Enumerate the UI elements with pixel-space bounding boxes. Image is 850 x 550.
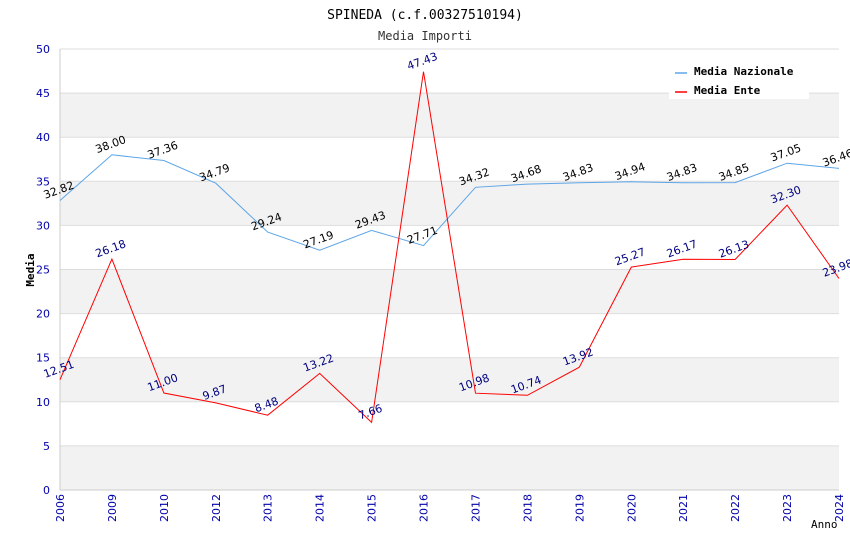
legend-label-media-nazionale: Media Nazionale [694, 65, 794, 78]
x-axis-label: Anno [811, 518, 838, 531]
grid-band [60, 357, 839, 402]
y-tick-labels: 0 5 10 15 20 25 30 35 40 45 50 [36, 43, 50, 497]
data-label-media-nazionale: 37.36 [146, 139, 180, 162]
legend-label-media-ente: Media Ente [694, 84, 761, 97]
y-axis-label: Media [24, 253, 37, 286]
y-tick-label: 35 [36, 175, 50, 188]
x-tick-label: 2024 [833, 494, 846, 522]
data-label-media-nazionale: 37.05 [769, 141, 803, 164]
x-tick-label: 2012 [210, 494, 223, 522]
data-label-media-ente: 26.13 [717, 238, 751, 261]
axes [59, 49, 839, 491]
y-tick-label: 50 [36, 43, 50, 56]
x-tick-label: 2009 [106, 494, 119, 522]
x-tick-label: 2020 [625, 494, 638, 522]
grid-band [60, 445, 839, 490]
chart-title: SPINEDA (c.f.00327510194) [327, 8, 523, 23]
data-label-media-nazionale: 34.83 [665, 161, 699, 184]
background-bands [60, 93, 839, 490]
y-tick-label: 45 [36, 87, 50, 100]
x-tick-label: 2015 [366, 494, 379, 522]
x-tick-label: 2023 [781, 494, 794, 522]
x-tick-label: 2021 [677, 494, 690, 522]
data-label-media-ente: 47.43 [405, 50, 439, 73]
data-label-media-ente: 7.66 [357, 402, 384, 423]
data-label-media-nazionale: 34.85 [717, 161, 751, 184]
data-label-media-nazionale: 34.94 [613, 160, 647, 183]
x-tick-label: 2022 [729, 494, 742, 522]
x-tick-label: 2019 [573, 494, 586, 522]
y-tick-label: 30 [36, 219, 50, 232]
series-line-media-ente [59, 71, 840, 424]
y-tick-label: 40 [36, 131, 50, 144]
x-tick-label: 2018 [521, 494, 534, 522]
grid-band [60, 181, 839, 226]
x-tick-label: 2013 [262, 494, 275, 522]
data-label-media-ente: 25.27 [613, 245, 647, 268]
data-label-media-nazionale: 34.83 [561, 161, 595, 184]
y-tick-label: 25 [36, 264, 50, 277]
data-label-media-nazionale: 27.19 [301, 228, 335, 251]
x-tick-label: 2006 [54, 494, 67, 522]
grid-band [60, 93, 839, 138]
y-tick-label: 10 [36, 396, 50, 409]
x-tick-label: 2010 [158, 494, 171, 522]
x-tick-labels: 2006 2009 2010 2012 2013 2014 2015 2016 2017 2018… [54, 494, 846, 522]
data-label-media-ente: 26.17 [665, 237, 699, 260]
y-tick-label: 20 [36, 308, 50, 321]
series-lines [59, 71, 840, 424]
x-tick-label: 2016 [418, 494, 431, 522]
data-label-media-nazionale: 36.46 [821, 147, 850, 170]
y-tick-label: 5 [43, 440, 50, 453]
data-label-media-ente: 26.18 [94, 237, 128, 260]
x-tick-label: 2014 [314, 494, 327, 522]
y-tick-label: 0 [43, 484, 50, 497]
x-tick-label: 2017 [469, 494, 482, 522]
chart-subtitle: Media Importi [378, 29, 472, 43]
legend-box [669, 59, 809, 99]
y-tick-label: 15 [36, 352, 50, 365]
legend: Media Nazionale Media Ente [669, 59, 809, 99]
grid-band [60, 269, 839, 314]
series-line-media-nazionale [59, 154, 840, 251]
data-label-media-nazionale: 27.71 [405, 224, 439, 247]
